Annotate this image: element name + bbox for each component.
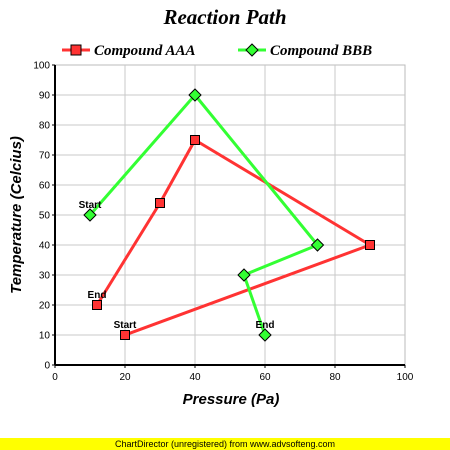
y-tick-label: 0 [44, 361, 50, 372]
data-point-0 [120, 330, 130, 340]
plot-area: 0 20 40 60 80 100 0 10 20 30 40 50 60 70 80 90 100 Start E… [33, 61, 413, 384]
data-point-0 [92, 300, 102, 310]
y-tick-label: 30 [39, 271, 51, 282]
x-tick-label: 40 [189, 372, 201, 383]
legend-item-aaa: Compound AAA [62, 43, 196, 59]
y-axis-title: Temperature (Celcius) [8, 136, 25, 294]
y-tick-label: 60 [39, 181, 51, 192]
end-label-1: End [256, 320, 275, 331]
x-tick-label: 60 [259, 372, 271, 383]
legend-label-bbb: Compound BBB [270, 43, 372, 59]
x-tick-label: 20 [119, 372, 131, 383]
data-point-1 [83, 208, 97, 222]
legend-label-aaa: Compound AAA [94, 43, 196, 59]
y-tick-label: 50 [39, 211, 51, 222]
end-label-0: End [88, 290, 107, 301]
data-point-0 [155, 198, 165, 208]
y-tick-label: 40 [39, 241, 51, 252]
data-point-0 [190, 135, 200, 145]
data-point-1 [237, 268, 251, 282]
y-tick-label: 70 [39, 151, 51, 162]
chart-title: Reaction Path [162, 5, 286, 29]
x-tick-label: 80 [329, 372, 341, 383]
y-tick-label: 80 [39, 121, 51, 132]
legend-marker-bbb [245, 43, 259, 57]
data-point-1 [258, 328, 272, 342]
y-tick-label: 20 [39, 301, 51, 312]
legend-item-bbb: Compound BBB [238, 43, 372, 59]
data-point-0 [365, 240, 375, 250]
data-point-1 [188, 88, 202, 102]
x-tick-label: 0 [52, 372, 58, 383]
start-label-0: Start [114, 320, 137, 331]
data-point-1 [310, 238, 325, 252]
footer-banner: ChartDirector (unregistered) from www.ad… [0, 438, 450, 450]
y-tick-label: 100 [33, 61, 50, 72]
x-tick-label: 100 [397, 372, 414, 383]
x-axis-title: Pressure (Pa) [183, 391, 280, 408]
start-label-1: Start [79, 200, 102, 211]
y-tick-label: 90 [39, 91, 51, 102]
legend: Compound AAA Compound BBB [62, 43, 372, 59]
y-tick-label: 10 [39, 331, 51, 342]
legend-marker-aaa [70, 44, 82, 56]
